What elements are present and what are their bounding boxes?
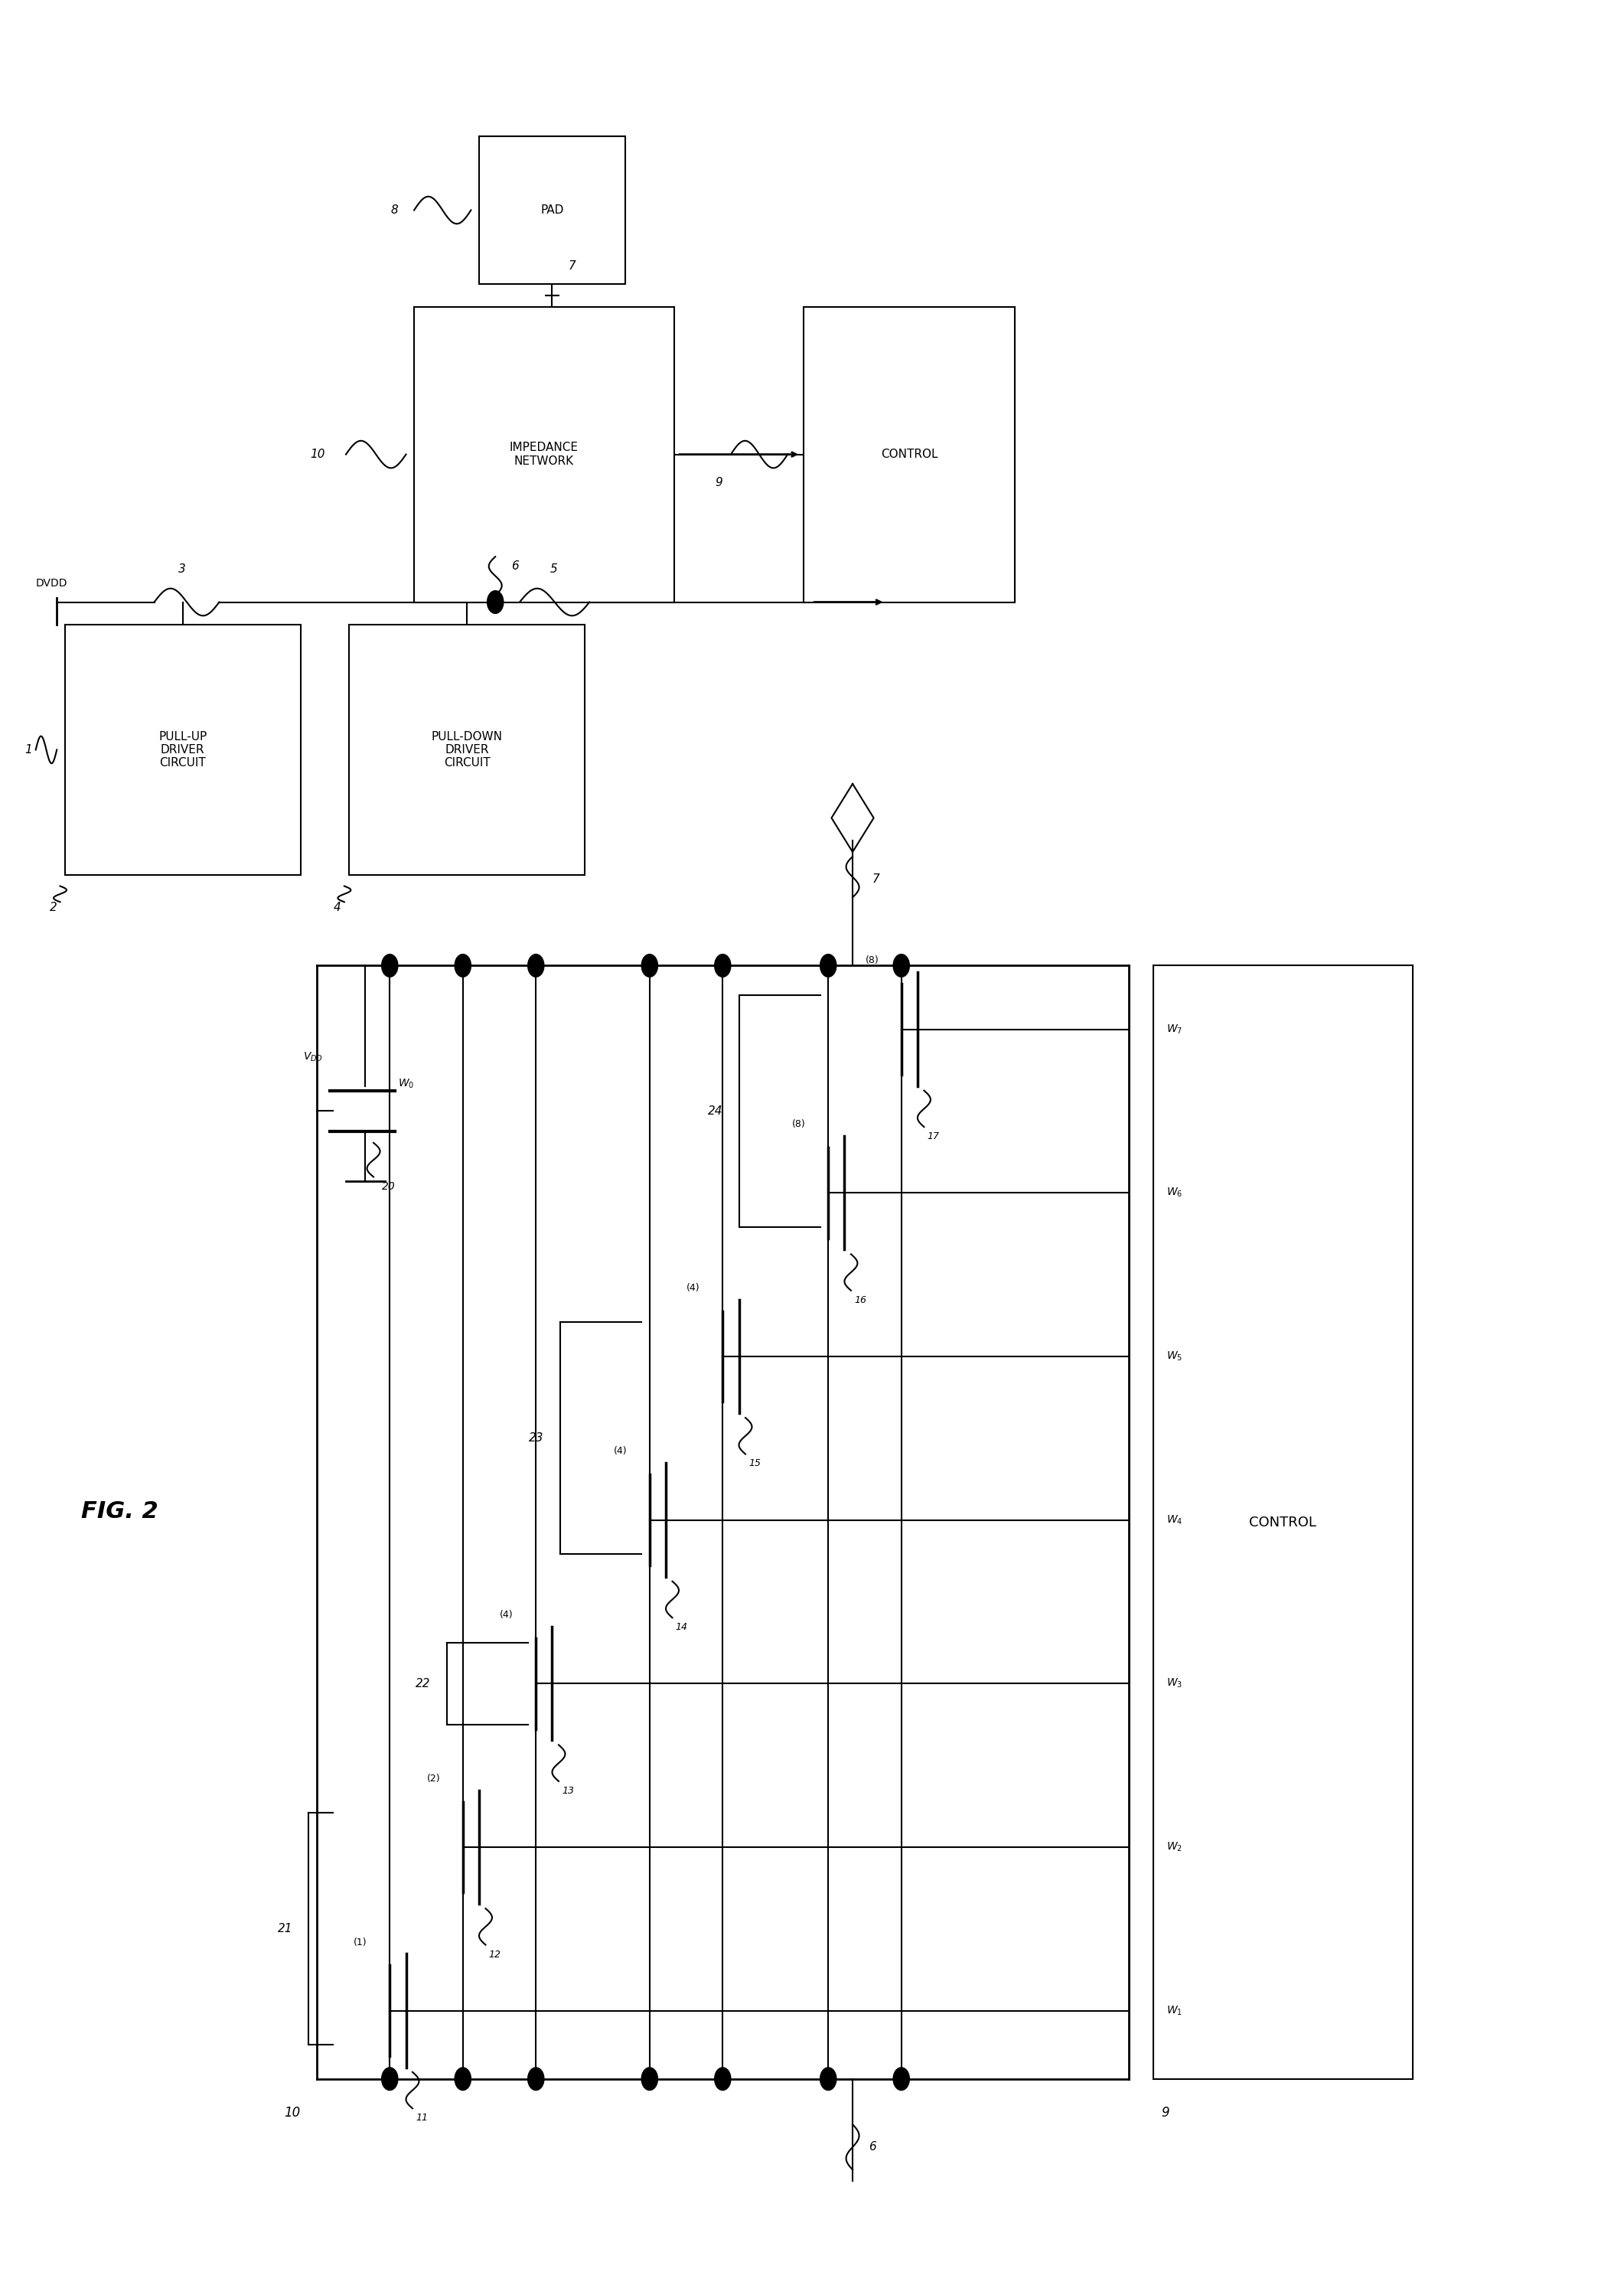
Text: PAD: PAD xyxy=(541,204,564,216)
Text: $W_7$: $W_7$ xyxy=(1166,1022,1182,1036)
Text: CONTROL: CONTROL xyxy=(880,448,939,461)
Text: (4): (4) xyxy=(614,1447,627,1456)
Bar xyxy=(479,136,625,284)
Text: 9: 9 xyxy=(1161,2106,1169,2120)
Text: 12: 12 xyxy=(489,1949,502,1958)
Text: (4): (4) xyxy=(500,1611,513,1620)
Text: (1): (1) xyxy=(354,1938,367,1947)
Circle shape xyxy=(893,2068,909,2090)
Text: 20: 20 xyxy=(382,1181,395,1193)
Text: (8): (8) xyxy=(793,1120,806,1129)
Text: $W_1$: $W_1$ xyxy=(1166,2004,1182,2018)
Circle shape xyxy=(820,954,836,977)
Text: 23: 23 xyxy=(529,1431,544,1445)
Text: 21: 21 xyxy=(278,1922,292,1936)
Text: 24: 24 xyxy=(708,1104,723,1118)
Text: 2: 2 xyxy=(49,902,57,913)
Text: $W_5$: $W_5$ xyxy=(1166,1350,1182,1363)
Circle shape xyxy=(715,954,731,977)
Text: 17: 17 xyxy=(927,1131,940,1141)
Text: 7: 7 xyxy=(872,872,880,886)
Text: (2): (2) xyxy=(427,1774,440,1784)
Text: DVDD: DVDD xyxy=(36,577,68,588)
Bar xyxy=(414,307,674,602)
Text: FIG. 2: FIG. 2 xyxy=(81,1500,158,1522)
Text: FIG. 1: FIG. 1 xyxy=(81,822,158,845)
Text: 9: 9 xyxy=(715,477,723,488)
Text: 16: 16 xyxy=(854,1295,867,1304)
Circle shape xyxy=(382,954,398,977)
Text: 10: 10 xyxy=(310,448,325,461)
Text: 10: 10 xyxy=(284,2106,300,2120)
Bar xyxy=(65,625,300,875)
Circle shape xyxy=(715,2068,731,2090)
Circle shape xyxy=(893,954,909,977)
Text: $W_3$: $W_3$ xyxy=(1166,1677,1182,1690)
Circle shape xyxy=(641,2068,658,2090)
Text: $W_0$: $W_0$ xyxy=(398,1077,414,1091)
Text: 5: 5 xyxy=(551,563,557,575)
Text: 14: 14 xyxy=(676,1622,689,1631)
Text: $W_4$: $W_4$ xyxy=(1166,1513,1182,1527)
Text: IMPEDANCE
NETWORK: IMPEDANCE NETWORK xyxy=(510,443,578,466)
Text: 3: 3 xyxy=(179,563,185,575)
Text: $W_2$: $W_2$ xyxy=(1166,1840,1182,1854)
Text: 6: 6 xyxy=(869,2140,877,2154)
Text: $V_{DD}$: $V_{DD}$ xyxy=(304,1050,323,1063)
Bar xyxy=(349,625,585,875)
Text: 6: 6 xyxy=(512,559,520,573)
Text: PULL-UP
DRIVER
CIRCUIT: PULL-UP DRIVER CIRCUIT xyxy=(159,732,206,768)
Circle shape xyxy=(820,2068,836,2090)
Text: 4: 4 xyxy=(333,902,341,913)
Text: 1: 1 xyxy=(24,743,32,757)
Text: $W_6$: $W_6$ xyxy=(1166,1186,1182,1200)
Circle shape xyxy=(528,954,544,977)
Text: 13: 13 xyxy=(562,1786,575,1795)
Circle shape xyxy=(455,954,471,977)
Text: 15: 15 xyxy=(749,1459,762,1468)
Circle shape xyxy=(455,2068,471,2090)
Text: CONTROL: CONTROL xyxy=(1249,1515,1317,1529)
Bar xyxy=(804,307,1015,602)
Circle shape xyxy=(382,2068,398,2090)
Text: (4): (4) xyxy=(687,1284,700,1293)
Text: PULL-DOWN
DRIVER
CIRCUIT: PULL-DOWN DRIVER CIRCUIT xyxy=(432,732,502,768)
Bar xyxy=(1153,966,1413,2079)
Circle shape xyxy=(641,954,658,977)
Text: (8): (8) xyxy=(866,957,879,966)
Text: 8: 8 xyxy=(390,204,398,216)
Circle shape xyxy=(528,2068,544,2090)
Text: 11: 11 xyxy=(416,2113,429,2122)
Text: 7: 7 xyxy=(568,259,577,273)
Text: 22: 22 xyxy=(416,1677,430,1690)
Circle shape xyxy=(487,591,503,613)
